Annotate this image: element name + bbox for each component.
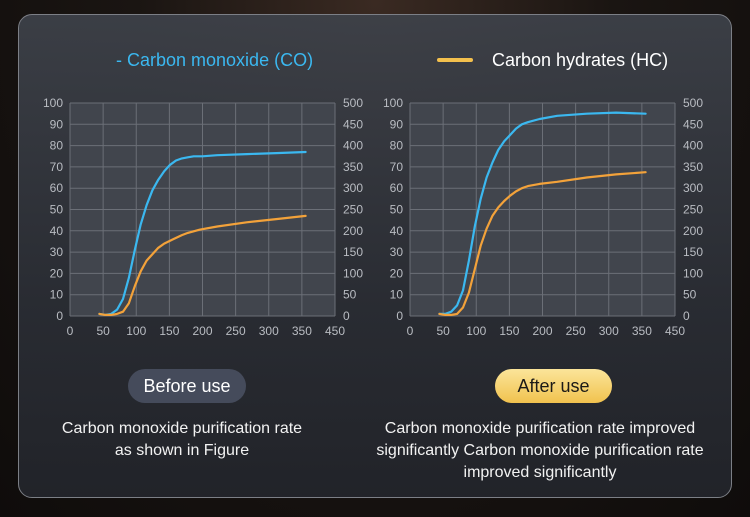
y-tick-left: 50	[50, 203, 64, 217]
y-tick-left: 50	[390, 203, 404, 217]
y-tick-left: 0	[56, 309, 63, 323]
y-tick-left: 90	[390, 117, 404, 131]
y-tick-right: 450	[683, 117, 703, 131]
series-line-co	[438, 111, 647, 315]
legend-co-label: - Carbon monoxide (CO)	[116, 50, 314, 70]
y-tick-left: 40	[50, 224, 64, 238]
x-tick: 350	[292, 324, 312, 338]
x-tick: 150	[159, 324, 179, 338]
y-tick-right: 300	[683, 181, 703, 195]
x-tick: 50	[96, 324, 110, 338]
y-tick-right: 50	[683, 288, 697, 302]
y-tick-right: 350	[683, 160, 703, 174]
y-tick-left: 0	[396, 309, 403, 323]
y-tick-left: 80	[50, 139, 64, 153]
y-tick-left: 100	[43, 96, 63, 110]
y-tick-right: 250	[343, 203, 363, 217]
x-tick: 150	[499, 324, 519, 338]
after-caption: Carbon monoxide purification rate improv…	[376, 420, 704, 481]
series-line-hc	[438, 171, 647, 316]
x-tick: 450	[325, 324, 345, 338]
x-tick: 250	[566, 324, 586, 338]
y-tick-right: 500	[343, 96, 363, 110]
y-tick-left: 10	[50, 288, 64, 302]
x-tick: 200	[532, 324, 552, 338]
x-tick: 300	[599, 324, 619, 338]
x-tick: 300	[259, 324, 279, 338]
y-tick-left: 10	[390, 288, 404, 302]
y-tick-right: 450	[343, 117, 363, 131]
x-tick: 450	[665, 324, 685, 338]
y-tick-left: 100	[383, 96, 403, 110]
y-tick-left: 20	[50, 266, 64, 280]
after-use-badge: After use	[495, 369, 612, 403]
y-tick-left: 30	[390, 245, 404, 259]
y-tick-left: 40	[390, 224, 404, 238]
y-tick-right: 200	[683, 224, 703, 238]
y-tick-right: 200	[343, 224, 363, 238]
y-tick-right: 350	[343, 160, 363, 174]
y-tick-right: 150	[683, 245, 703, 259]
y-tick-left: 30	[50, 245, 64, 259]
y-tick-right: 50	[343, 288, 357, 302]
y-tick-left: 90	[50, 117, 64, 131]
y-tick-left: 60	[50, 181, 64, 195]
y-tick-left: 80	[390, 139, 404, 153]
y-tick-left: 70	[50, 160, 64, 174]
y-tick-right: 500	[683, 96, 703, 110]
x-tick: 250	[226, 324, 246, 338]
y-tick-right: 0	[683, 309, 690, 323]
y-tick-right: 300	[343, 181, 363, 195]
series-line-co	[98, 150, 307, 316]
series-line-hc	[98, 214, 307, 316]
x-tick: 50	[436, 324, 450, 338]
legend-hc-label: Carbon hydrates (HC)	[492, 50, 669, 70]
y-tick-right: 100	[343, 266, 363, 280]
x-tick: 200	[192, 324, 212, 338]
y-tick-right: 0	[343, 309, 350, 323]
y-tick-left: 60	[390, 181, 404, 195]
x-tick: 0	[407, 324, 414, 338]
y-tick-right: 400	[683, 139, 703, 153]
y-tick-right: 150	[343, 245, 363, 259]
before-use-badge: Before use	[128, 369, 246, 403]
x-tick: 0	[67, 324, 74, 338]
legend-hc-swatch	[437, 58, 473, 62]
y-tick-left: 20	[390, 266, 404, 280]
y-tick-right: 250	[683, 203, 703, 217]
x-tick: 100	[126, 324, 146, 338]
y-tick-right: 100	[683, 266, 703, 280]
x-tick: 350	[632, 324, 652, 338]
before-caption: Carbon monoxide purification rate as sho…	[61, 420, 303, 459]
x-tick: 100	[466, 324, 486, 338]
y-tick-left: 70	[390, 160, 404, 174]
y-tick-right: 400	[343, 139, 363, 153]
